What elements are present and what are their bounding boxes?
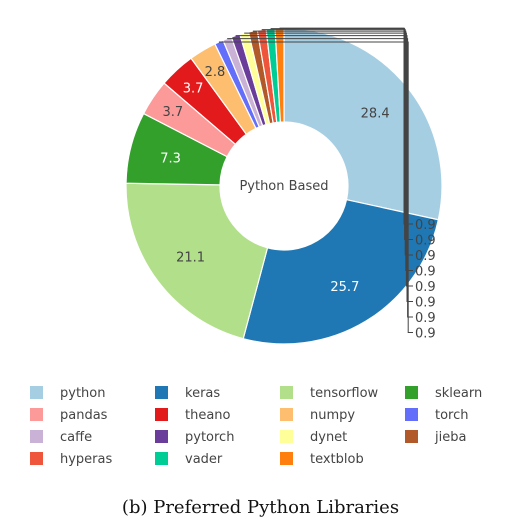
callout-label-hyperas: 0.9: [415, 249, 436, 264]
slice-label-sklearn: 7.3: [160, 151, 181, 166]
slice-python: [283, 27, 443, 221]
callout-label-jieba: 0.9: [415, 265, 436, 280]
legend: python keras tensorflow sklearn pandas theano…: [30, 386, 482, 467]
legend-swatch-python: [30, 386, 43, 399]
legend-label-vader: vader: [185, 452, 223, 467]
legend-item-tensorflow[interactable]: tensorflow: [280, 386, 379, 401]
legend-label-dynet: dynet: [310, 430, 347, 445]
legend-swatch-sklearn: [405, 386, 418, 399]
legend-swatch-caffe: [30, 430, 43, 443]
legend-item-jieba[interactable]: jieba: [405, 430, 466, 445]
callout-label-textblob: 0.9: [415, 218, 436, 233]
legend-label-pytorch: pytorch: [185, 430, 234, 445]
legend-item-vader[interactable]: vader: [155, 452, 223, 467]
legend-item-theano[interactable]: theano: [155, 408, 231, 423]
legend-label-sklearn: sklearn: [435, 386, 482, 401]
callout-line-caffe: [227, 38, 413, 318]
legend-item-textblob[interactable]: textblob: [280, 452, 364, 467]
legend-label-caffe: caffe: [60, 430, 92, 445]
figure-caption: (b) Preferred Python Libraries: [121, 497, 400, 518]
slice-keras: [242, 198, 440, 345]
callout-line-jieba: [252, 30, 413, 271]
legend-swatch-jieba: [405, 430, 418, 443]
hole-label: Python Based: [239, 179, 328, 194]
legend-swatch-numpy: [280, 408, 293, 421]
legend-item-python[interactable]: python: [30, 386, 105, 401]
callout-line-torch: [218, 41, 413, 333]
legend-swatch-hyperas: [30, 452, 43, 465]
legend-label-textblob: textblob: [310, 452, 364, 467]
callout-labels: 0.90.90.90.90.90.90.90.9: [218, 27, 436, 342]
legend-item-numpy[interactable]: numpy: [280, 408, 355, 423]
legend-label-keras: keras: [185, 386, 220, 401]
legend-item-dynet[interactable]: dynet: [280, 430, 347, 445]
callout-label-vader: 0.9: [415, 234, 436, 249]
callout-label-torch: 0.9: [415, 327, 436, 342]
slice-label-theano: 3.7: [183, 82, 204, 97]
legend-label-pandas: pandas: [60, 408, 108, 423]
legend-label-torch: torch: [435, 408, 469, 423]
legend-swatch-textblob: [280, 452, 293, 465]
legend-label-theano: theano: [185, 408, 231, 423]
legend-swatch-torch: [405, 408, 418, 421]
legend-item-pandas[interactable]: pandas: [30, 408, 108, 423]
legend-item-sklearn[interactable]: sklearn: [405, 386, 482, 401]
legend-item-keras[interactable]: keras: [155, 386, 220, 401]
slice-label-keras: 25.7: [330, 280, 359, 295]
slice-label-tensorflow: 21.1: [176, 250, 205, 265]
legend-item-pytorch[interactable]: pytorch: [155, 430, 234, 445]
legend-label-hyperas: hyperas: [60, 452, 112, 467]
legend-swatch-keras: [155, 386, 168, 399]
callout-label-caffe: 0.9: [415, 311, 436, 326]
donut-chart: 28.425.721.17.33.73.72.8 0.90.90.90.90.9…: [30, 27, 482, 467]
legend-swatch-pytorch: [155, 430, 168, 443]
donut-slices: 28.425.721.17.33.73.72.8: [125, 27, 443, 345]
callout-label-dynet: 0.9: [415, 280, 436, 295]
legend-swatch-vader: [155, 452, 168, 465]
callout-line-hyperas: [261, 29, 413, 256]
slice-label-numpy: 2.8: [205, 65, 226, 80]
legend-swatch-tensorflow: [280, 386, 293, 399]
legend-item-caffe[interactable]: caffe: [30, 430, 92, 445]
slice-tensorflow: [125, 182, 269, 340]
callout-line-dynet: [244, 32, 413, 287]
legend-label-tensorflow: tensorflow: [310, 386, 379, 401]
legend-item-hyperas[interactable]: hyperas: [30, 452, 112, 467]
legend-swatch-theano: [155, 408, 168, 421]
slice-label-python: 28.4: [361, 107, 390, 122]
callout-line-vader: [270, 28, 413, 240]
legend-swatch-dynet: [280, 430, 293, 443]
legend-label-python: python: [60, 386, 105, 401]
legend-item-torch[interactable]: torch: [405, 408, 469, 423]
callout-label-pytorch: 0.9: [415, 296, 436, 311]
legend-label-jieba: jieba: [434, 430, 466, 445]
legend-label-numpy: numpy: [310, 408, 355, 423]
callout-line-pytorch: [235, 35, 413, 302]
legend-swatch-pandas: [30, 408, 43, 421]
slice-label-pandas: 3.7: [163, 105, 184, 120]
